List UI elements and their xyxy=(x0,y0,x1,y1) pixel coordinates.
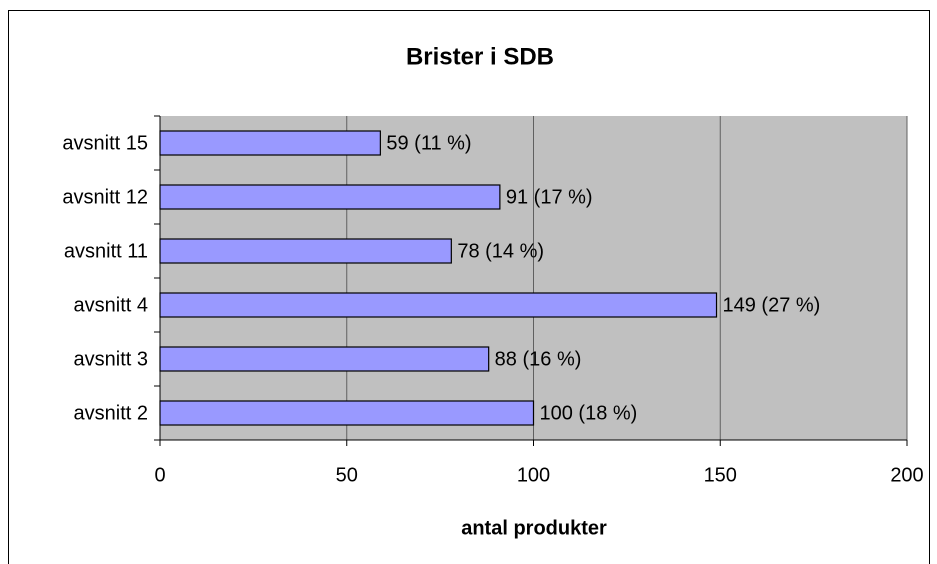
x-tick-label: 100 xyxy=(517,464,550,486)
y-tick-label: avsnitt 4 xyxy=(74,294,148,316)
y-tick-label: avsnitt 15 xyxy=(62,132,148,154)
bar xyxy=(159,292,718,318)
bar xyxy=(159,346,490,372)
data-label: 91 (17 %) xyxy=(506,186,593,208)
bar xyxy=(159,400,535,426)
x-axis-label: antal produkter xyxy=(461,517,607,539)
bar xyxy=(159,184,501,210)
bar xyxy=(159,238,452,264)
data-label: 59 (11 %) xyxy=(386,132,471,154)
y-tick-label: avsnitt 11 xyxy=(64,240,148,262)
data-label: 88 (16 %) xyxy=(495,348,582,370)
x-tick-label: 200 xyxy=(890,464,923,486)
x-tick-label: 150 xyxy=(704,464,737,486)
y-tick-label: avsnitt 2 xyxy=(74,402,148,424)
data-label: 78 (14 %) xyxy=(457,240,544,262)
y-tick-label: avsnitt 3 xyxy=(74,348,148,370)
chart-title: Brister i SDB xyxy=(406,43,554,70)
data-label: 100 (18 %) xyxy=(540,402,638,424)
y-tick-label: avsnitt 12 xyxy=(62,186,148,208)
x-tick-label: 0 xyxy=(154,464,165,486)
x-tick-label: 50 xyxy=(336,464,358,486)
data-label: 149 (27 %) xyxy=(723,294,821,316)
bar xyxy=(159,130,381,156)
